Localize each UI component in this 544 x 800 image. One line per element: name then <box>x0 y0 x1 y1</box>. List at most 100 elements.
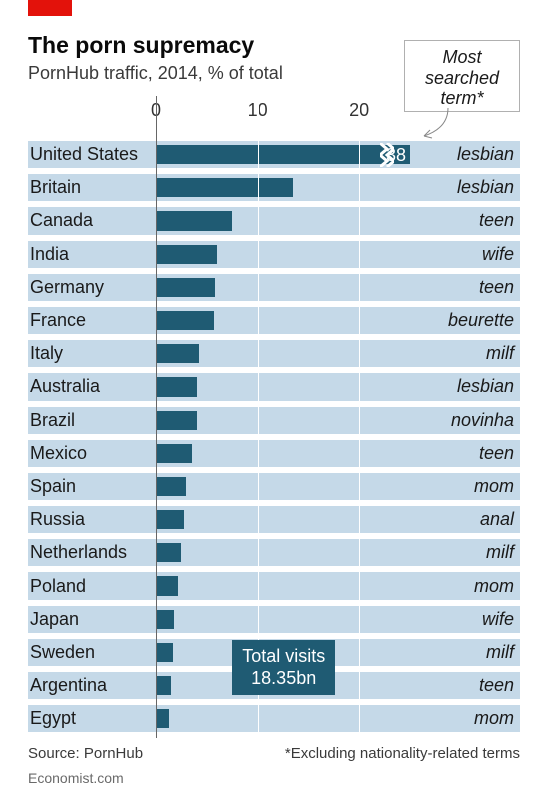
callout-line: term* <box>409 88 515 109</box>
bar <box>156 444 192 463</box>
bar <box>156 610 174 629</box>
country-label: Egypt <box>30 708 76 729</box>
callout-line: Most <box>409 47 515 68</box>
row-band <box>28 440 520 467</box>
bar <box>156 510 184 529</box>
table-row: Brazil novinha <box>28 404 520 437</box>
search-term-label: beurette <box>448 310 514 331</box>
search-term-label: milf <box>486 542 514 563</box>
search-term-label: lesbian <box>457 177 514 198</box>
bar <box>156 211 232 230</box>
country-label: Poland <box>30 576 86 597</box>
chart-container: The porn supremacy PornHub traffic, 2014… <box>0 0 544 800</box>
footnote-label: *Excluding nationality-related terms <box>285 745 520 762</box>
bar <box>156 477 186 496</box>
table-row: United States 38 lesbian <box>28 138 520 171</box>
bar <box>156 145 410 164</box>
country-label: Russia <box>30 509 85 530</box>
source-label: Source: PornHub <box>28 745 143 762</box>
row-band <box>28 340 520 367</box>
table-row: Germany teen <box>28 271 520 304</box>
row-band <box>28 572 520 599</box>
table-row: Spain mom <box>28 470 520 503</box>
search-term-label: novinha <box>451 410 514 431</box>
row-band <box>28 307 520 334</box>
chart-footer: Source: PornHub *Excluding nationality-r… <box>28 745 520 762</box>
search-term-label: mom <box>474 476 514 497</box>
callout-box: Most searched term* <box>404 40 520 112</box>
country-label: Mexico <box>30 443 87 464</box>
row-band <box>28 705 520 732</box>
table-row: Russia anal <box>28 503 520 536</box>
economist-red-tab <box>28 0 72 16</box>
total-box-line: Total visits <box>242 646 325 668</box>
total-visits-box: Total visits18.35bn <box>232 640 335 695</box>
table-row: France beurette <box>28 304 520 337</box>
search-term-label: milf <box>486 642 514 663</box>
bar <box>156 709 169 728</box>
row-band <box>28 473 520 500</box>
bar <box>156 245 217 264</box>
country-label: Brazil <box>30 410 75 431</box>
search-term-label: anal <box>480 509 514 530</box>
search-term-label: lesbian <box>457 144 514 165</box>
country-label: Germany <box>30 277 104 298</box>
table-row: Australia lesbian <box>28 370 520 403</box>
search-term-label: milf <box>486 343 514 364</box>
bar <box>156 178 293 197</box>
bar-value-label: 38 <box>386 145 406 166</box>
search-term-label: mom <box>474 576 514 597</box>
search-term-label: wife <box>482 609 514 630</box>
table-row: Poland mom <box>28 569 520 602</box>
search-term-label: wife <box>482 244 514 265</box>
country-label: Sweden <box>30 642 95 663</box>
country-label: Italy <box>30 343 63 364</box>
country-label: Netherlands <box>30 542 127 563</box>
bar <box>156 543 181 562</box>
country-label: France <box>30 310 86 331</box>
table-row: Netherlands milf <box>28 536 520 569</box>
search-term-label: teen <box>479 675 514 696</box>
table-row: India wife <box>28 238 520 271</box>
bar <box>156 311 214 330</box>
row-band <box>28 506 520 533</box>
brand-label: Economist.com <box>28 770 124 786</box>
row-band <box>28 606 520 633</box>
table-row: Britain lesbian <box>28 171 520 204</box>
bar <box>156 278 215 297</box>
country-label: India <box>30 244 69 265</box>
row-band <box>28 407 520 434</box>
country-label: Canada <box>30 210 93 231</box>
search-term-label: teen <box>479 277 514 298</box>
bar <box>156 344 199 363</box>
country-label: Argentina <box>30 675 107 696</box>
search-term-label: lesbian <box>457 376 514 397</box>
row-band <box>28 241 520 268</box>
row-band <box>28 373 520 400</box>
table-row: Italy milf <box>28 337 520 370</box>
table-row: Canada teen <box>28 204 520 237</box>
total-box-line: 18.35bn <box>242 668 325 690</box>
bar <box>156 576 178 595</box>
callout-line: searched <box>409 68 515 89</box>
country-label: Japan <box>30 609 79 630</box>
search-term-label: mom <box>474 708 514 729</box>
search-term-label: teen <box>479 210 514 231</box>
table-row: Egypt mom <box>28 702 520 735</box>
gridline <box>359 96 360 738</box>
country-label: Australia <box>30 376 100 397</box>
baseline <box>156 96 157 738</box>
bar <box>156 411 197 430</box>
country-label: Britain <box>30 177 81 198</box>
bar <box>156 643 173 662</box>
table-row: Japan wife <box>28 603 520 636</box>
plot-area: 01020United States38lesbianBritainlesbia… <box>28 138 520 738</box>
row-band <box>28 207 520 234</box>
country-label: United States <box>30 144 138 165</box>
bar <box>156 377 197 396</box>
search-term-label: teen <box>479 443 514 464</box>
bar <box>156 676 171 695</box>
callout-pointer-icon <box>418 108 458 142</box>
table-row: Mexico teen <box>28 437 520 470</box>
country-label: Spain <box>30 476 76 497</box>
